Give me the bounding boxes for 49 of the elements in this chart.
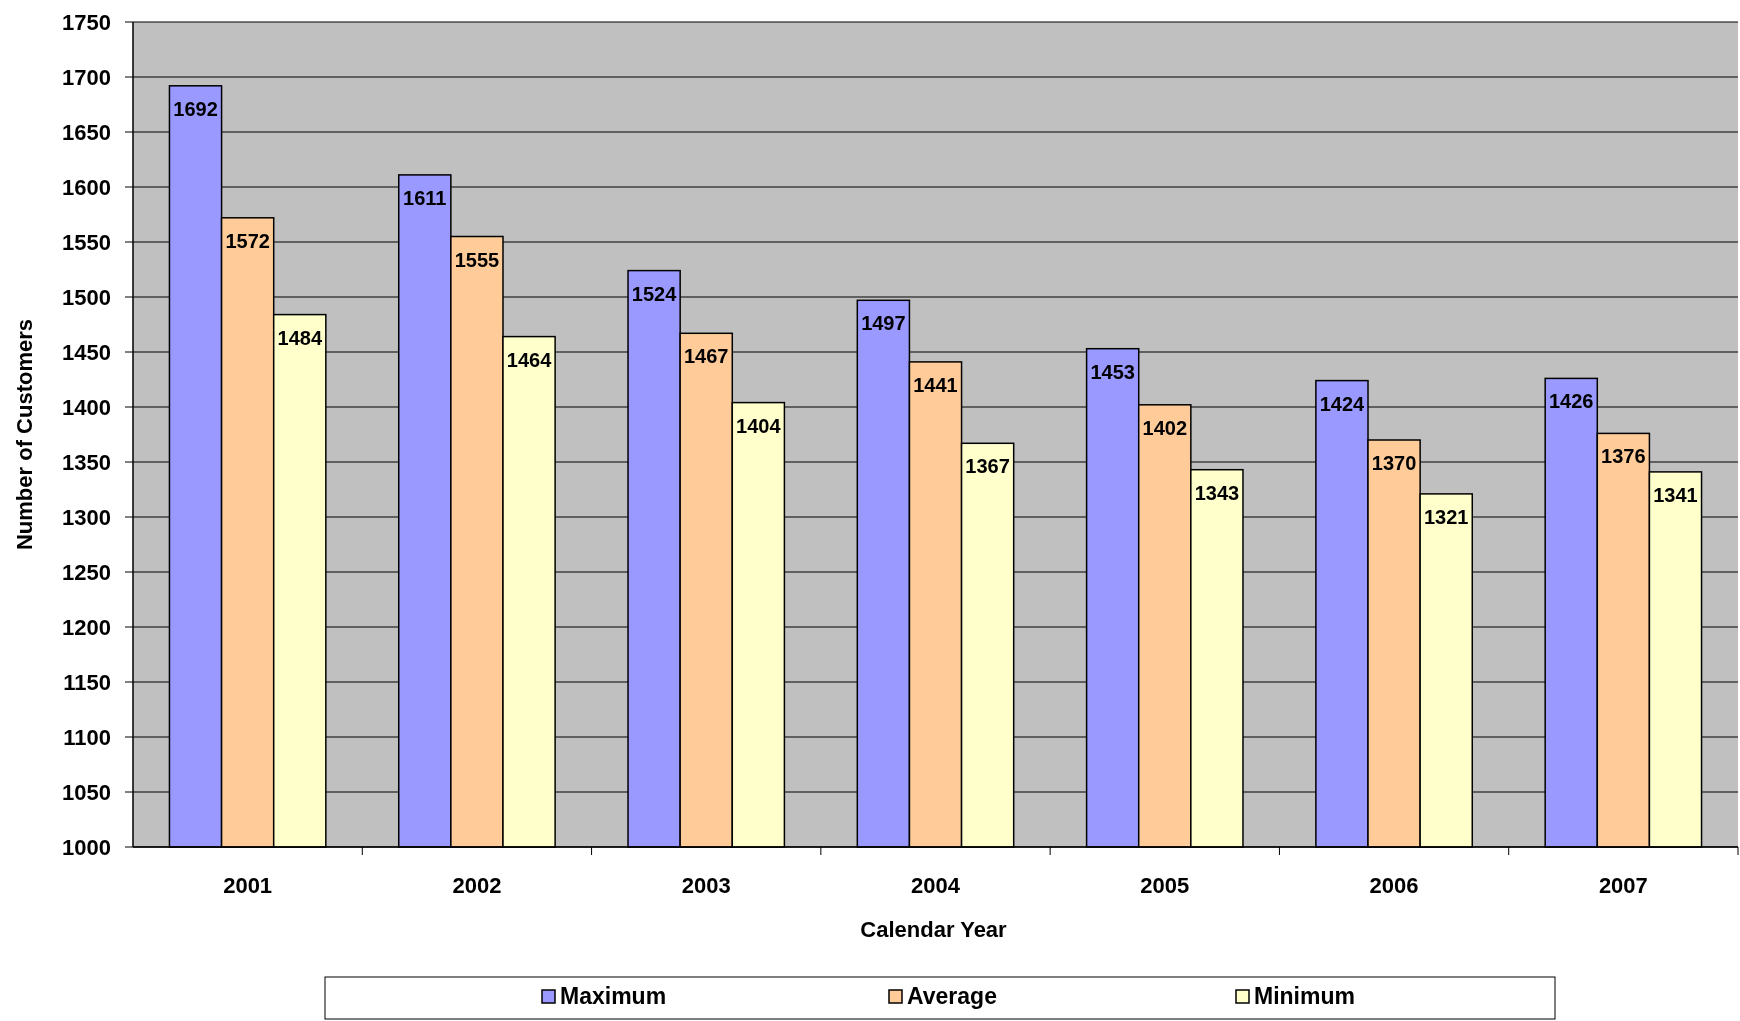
y-tick-label: 1400 bbox=[62, 395, 111, 420]
x-tick-label: 2001 bbox=[223, 873, 273, 898]
y-tick-label: 1200 bbox=[62, 615, 111, 640]
data-label: 1376 bbox=[1601, 445, 1646, 468]
y-tick-label: 1300 bbox=[62, 505, 111, 530]
legend-label: Average bbox=[907, 983, 997, 1009]
y-tick-label: 1450 bbox=[62, 340, 111, 365]
data-label: 1611 bbox=[403, 186, 447, 209]
data-label: 1402 bbox=[1142, 416, 1188, 439]
y-tick-label: 1350 bbox=[62, 450, 111, 475]
data-label: 1497 bbox=[861, 312, 906, 335]
x-tick-label: 2007 bbox=[1598, 873, 1648, 898]
data-label: 1370 bbox=[1371, 452, 1417, 474]
data-label: 1441 bbox=[913, 373, 958, 396]
y-axis-title: Number of Customers bbox=[12, 318, 37, 551]
data-label: 1524 bbox=[631, 282, 678, 305]
y-tick-label: 1650 bbox=[62, 120, 111, 145]
data-label: 1555 bbox=[454, 248, 500, 271]
data-label: 1692 bbox=[173, 97, 218, 120]
data-label: 1341 bbox=[1653, 483, 1698, 506]
data-label: 1367 bbox=[965, 455, 1010, 478]
data-label: 1467 bbox=[683, 345, 729, 368]
data-label: 1572 bbox=[225, 229, 270, 252]
data-label: 1321 bbox=[1423, 505, 1469, 528]
y-tick-label: 1100 bbox=[63, 725, 111, 750]
y-tick-label: 1050 bbox=[62, 780, 111, 805]
y-tick-label: 1550 bbox=[62, 230, 111, 255]
x-tick-label: 2005 bbox=[1140, 873, 1190, 898]
data-label: 1484 bbox=[277, 326, 323, 349]
x-tick-label: 2006 bbox=[1369, 873, 1419, 898]
legend-label: Maximum bbox=[560, 983, 667, 1009]
y-tick-label: 1600 bbox=[62, 175, 111, 200]
y-tick-label: 1700 bbox=[62, 65, 111, 90]
x-tick-label: 2004 bbox=[911, 873, 961, 898]
data-label: 1404 bbox=[736, 414, 782, 437]
legend-label: Minimum bbox=[1254, 983, 1355, 1009]
x-axis-title: Calendar Year bbox=[860, 917, 1008, 942]
y-tick-label: 1250 bbox=[62, 560, 111, 585]
data-label: 1343 bbox=[1194, 481, 1240, 504]
data-label: 1453 bbox=[1090, 360, 1135, 383]
data-label: 1426 bbox=[1548, 390, 1594, 413]
x-tick-label: 2003 bbox=[681, 873, 731, 898]
y-tick-label: 1150 bbox=[63, 670, 111, 695]
y-tick-label: 1000 bbox=[62, 835, 111, 860]
data-label: 1424 bbox=[1319, 392, 1366, 415]
x-tick-label: 2002 bbox=[452, 873, 502, 898]
y-tick-label: 1750 bbox=[62, 10, 111, 35]
y-tick-label: 1500 bbox=[62, 285, 111, 310]
data-label: 1464 bbox=[506, 348, 553, 371]
